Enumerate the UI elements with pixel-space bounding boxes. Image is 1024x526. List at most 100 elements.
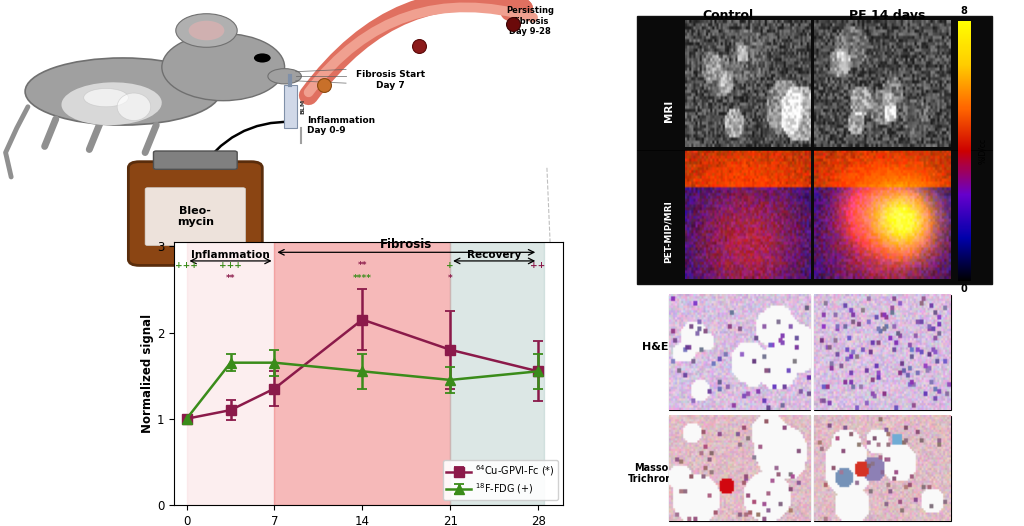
Bar bbox=[957, 35, 971, 36]
Bar bbox=[957, 89, 971, 90]
Text: 0: 0 bbox=[961, 284, 968, 294]
Bar bbox=[957, 58, 971, 59]
Text: **: ** bbox=[357, 261, 368, 270]
Bar bbox=[957, 138, 971, 139]
Bar bbox=[957, 142, 971, 143]
Bar bbox=[957, 213, 971, 214]
Text: Inflammation: Inflammation bbox=[191, 250, 270, 260]
Bar bbox=[957, 106, 971, 107]
Bar bbox=[957, 192, 971, 193]
Bar bbox=[957, 224, 971, 225]
Bar bbox=[957, 191, 971, 192]
Bar bbox=[957, 126, 971, 127]
Bar bbox=[957, 81, 971, 82]
Bar bbox=[957, 245, 971, 246]
Text: ****: **** bbox=[353, 275, 372, 284]
Bar bbox=[957, 170, 971, 171]
Bar bbox=[957, 113, 971, 114]
Bar bbox=[957, 177, 971, 178]
Bar bbox=[957, 255, 971, 256]
Bar bbox=[957, 215, 971, 216]
Bar bbox=[957, 256, 971, 257]
Bar bbox=[957, 239, 971, 240]
Bar bbox=[957, 207, 971, 208]
Bar bbox=[957, 105, 971, 106]
Bar bbox=[957, 144, 971, 145]
Bar bbox=[957, 270, 971, 271]
Bar bbox=[957, 54, 971, 55]
Bar bbox=[957, 157, 971, 158]
Text: Masson
Trichrome: Masson Trichrome bbox=[628, 462, 682, 484]
Bar bbox=[957, 103, 971, 104]
Bar bbox=[957, 173, 971, 174]
Bar bbox=[957, 180, 971, 181]
FancyBboxPatch shape bbox=[145, 188, 246, 246]
Y-axis label: Normalized signal: Normalized signal bbox=[141, 314, 154, 433]
Bar bbox=[957, 27, 971, 28]
FancyBboxPatch shape bbox=[284, 85, 297, 128]
Bar bbox=[957, 98, 971, 99]
Bar bbox=[957, 130, 971, 131]
Bar bbox=[957, 127, 971, 128]
Bar bbox=[957, 95, 971, 96]
Bar bbox=[957, 21, 971, 22]
Text: Fibrosis: Fibrosis bbox=[380, 238, 432, 251]
Bar bbox=[957, 259, 971, 260]
Bar bbox=[957, 115, 971, 116]
Bar bbox=[957, 246, 971, 247]
Bar bbox=[957, 278, 971, 279]
Bar bbox=[957, 277, 971, 278]
Bar bbox=[957, 123, 971, 124]
Bar bbox=[957, 166, 971, 167]
Legend: $^{64}$Cu-GPVI-Fc (*), $^{18}$F-FDG (+): $^{64}$Cu-GPVI-Fc (*), $^{18}$F-FDG (+) bbox=[442, 460, 558, 500]
Bar bbox=[957, 145, 971, 146]
Bar bbox=[957, 275, 971, 276]
Bar bbox=[957, 272, 971, 274]
Bar bbox=[957, 114, 971, 115]
Text: *: * bbox=[447, 275, 453, 284]
Bar bbox=[957, 183, 971, 184]
Bar bbox=[957, 108, 971, 109]
Bar bbox=[957, 240, 971, 241]
Bar bbox=[957, 74, 971, 75]
Bar bbox=[957, 104, 971, 105]
Bar bbox=[957, 184, 971, 185]
Bar bbox=[957, 241, 971, 242]
Bar bbox=[957, 31, 971, 32]
Bar bbox=[957, 228, 971, 229]
Bar bbox=[957, 161, 971, 163]
Bar bbox=[957, 48, 971, 49]
Bar bbox=[957, 131, 971, 132]
Bar bbox=[957, 59, 971, 60]
Bar bbox=[957, 149, 971, 150]
Text: Recovery: Recovery bbox=[467, 250, 521, 260]
Bar bbox=[957, 210, 971, 211]
Bar bbox=[957, 68, 971, 69]
Bar bbox=[957, 225, 971, 226]
Bar bbox=[957, 96, 971, 97]
Bar bbox=[957, 208, 971, 209]
Bar bbox=[186, 242, 274, 505]
Bar bbox=[957, 23, 971, 24]
Bar bbox=[957, 69, 971, 70]
Bar bbox=[957, 200, 971, 201]
Bar bbox=[957, 274, 971, 275]
Bar bbox=[451, 242, 545, 505]
Bar bbox=[957, 153, 971, 154]
Bar bbox=[957, 163, 971, 164]
Bar bbox=[957, 196, 971, 197]
Circle shape bbox=[162, 34, 285, 100]
Bar bbox=[957, 39, 971, 41]
Bar bbox=[957, 80, 971, 81]
Bar bbox=[957, 271, 971, 272]
Text: PET-MIP/MRI: PET-MIP/MRI bbox=[664, 200, 673, 263]
Bar bbox=[957, 41, 971, 42]
Bar bbox=[957, 36, 971, 37]
Ellipse shape bbox=[268, 68, 301, 84]
Bar bbox=[957, 262, 971, 263]
Bar bbox=[957, 226, 971, 227]
Bar bbox=[957, 112, 971, 113]
Text: Inflammation
Day 0-9: Inflammation Day 0-9 bbox=[307, 116, 375, 135]
Bar bbox=[957, 87, 971, 88]
Text: +: + bbox=[446, 261, 454, 270]
